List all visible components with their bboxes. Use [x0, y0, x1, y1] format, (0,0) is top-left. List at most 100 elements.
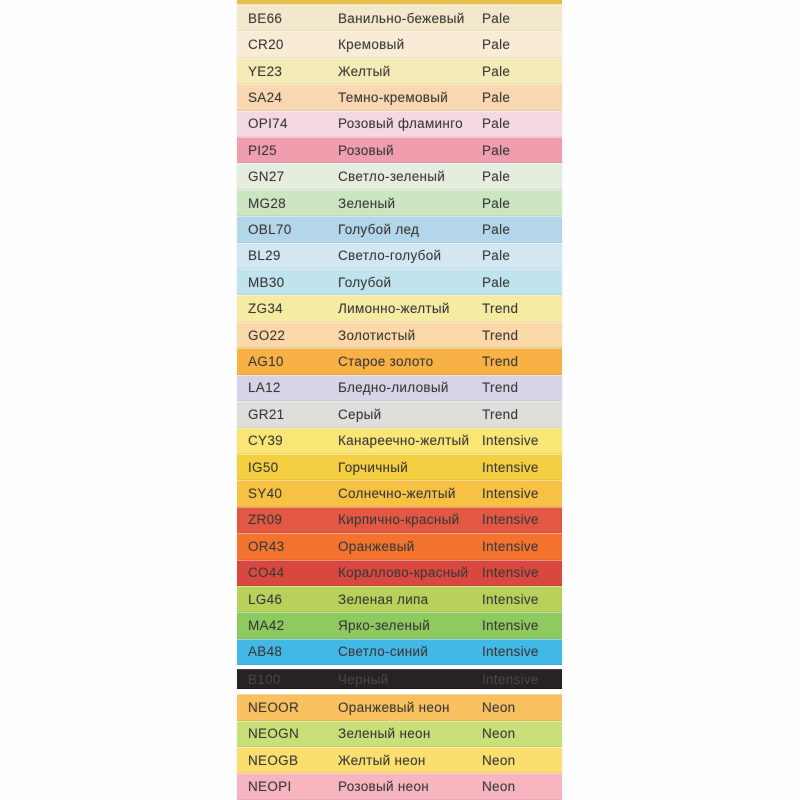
collection-category-label: Pale [482, 221, 511, 237]
color-code-label: YE23 [248, 63, 283, 79]
color-strip-row-ZR09: ZR09 Кирпично-красный Intensive [237, 506, 562, 534]
color-strip-row-LA12: LA12 Бледно-лиловый Trend [237, 374, 562, 402]
color-name-ru-label: Кирпично-красный [338, 512, 460, 528]
color-strip-row-AB48: AB48 Светло-синий Intensive [237, 638, 562, 666]
color-name-ru-label: Светло-голубой [338, 248, 442, 264]
color-strip-row-GN27: GN27 Светло-зеленый Pale [237, 163, 562, 190]
color-name-ru-label: Горчичный [338, 459, 409, 475]
color-code-label: MA42 [248, 618, 285, 634]
color-name-ru-label: Старое золото [338, 353, 434, 369]
color-name-ru-label: Зеленый неон [338, 726, 431, 742]
color-code-label: NEOGB [248, 752, 299, 768]
collection-category-label: Intensive [482, 512, 539, 528]
color-strip-row-NEOGN: NEOGN Зеленый неон Neon [237, 720, 562, 747]
color-name-ru-label: Кораллово-красный [338, 565, 469, 581]
color-name-ru-label: Кремовый [338, 37, 405, 53]
color-name-ru-label: Ванильно-бежевый [338, 10, 465, 26]
color-name-ru-label: Серый [338, 406, 382, 422]
color-code-label: B100 [248, 671, 281, 687]
color-code-label: MG28 [248, 195, 286, 211]
collection-category-label: Pale [482, 274, 511, 290]
color-name-ru-label: Солнечно-желтый [338, 486, 456, 502]
color-name-ru-label: Лимонно-желтый [338, 301, 450, 317]
color-strip-row-MB30: MB30 Голубой Pale [237, 269, 562, 296]
collection-category-label: Neon [482, 726, 516, 742]
collection-category-label: Pale [482, 248, 511, 264]
collection-category-label: Intensive [482, 538, 539, 554]
color-code-label: MB30 [248, 274, 285, 290]
collection-category-label: Intensive [482, 671, 539, 687]
color-code-label: OPI74 [248, 116, 288, 132]
color-name-ru-label: Светло-синий [338, 644, 429, 660]
color-code-label: CR20 [248, 37, 284, 53]
color-strip-row-SA24: SA24 Темно-кремовый Pale [237, 84, 562, 111]
color-strip-row-OR43: OR43 Оранжевый Intensive [237, 533, 562, 560]
color-strip-row-AG10: AG10 Старое золото Trend [237, 348, 562, 375]
color-name-ru-label: Бледно-лиловый [338, 380, 449, 396]
color-strip-row-PI25: PI25 Розовый Pale [237, 137, 562, 164]
color-name-ru-label: Оранжевый [338, 538, 415, 554]
color-name-ru-label: Голубой лед [338, 221, 420, 237]
color-code-label: PI25 [248, 142, 277, 158]
color-strip-row-BE66: BE66 Ванильно-бежевый Pale [237, 5, 562, 32]
color-code-label: AG10 [248, 353, 284, 369]
color-strip-row-LG46: LG46 Зеленая липа Intensive [237, 585, 562, 613]
color-code-label: GO22 [248, 327, 286, 343]
color-strip-row-OPI74: OPI74 Розовый фламинго Pale [237, 110, 562, 138]
color-name-ru-label: Светло-зеленый [338, 169, 446, 185]
color-strip-row-SY40: SY40 Солнечно-желтый Intensive [237, 480, 562, 507]
color-code-label: GR21 [248, 406, 285, 422]
color-code-label: OR43 [248, 538, 285, 554]
collection-category-label: Intensive [482, 644, 539, 660]
color-code-label: SA24 [248, 89, 283, 105]
color-strip-row-ZG34: ZG34 Лимонно-желтый Trend [237, 295, 562, 322]
color-code-label: NEOOR [248, 699, 300, 715]
color-strip-row-OBL70: OBL70 Голубой лед Pale [237, 216, 562, 243]
color-code-label: CO44 [248, 565, 285, 581]
collection-category-label: Trend [482, 301, 519, 317]
color-code-label: SY40 [248, 486, 283, 502]
collection-category-label: Neon [482, 699, 516, 715]
color-name-ru-label: Розовый неон [338, 779, 430, 795]
color-strip-row-NEOPI: NEOPI Розовый неон Neon [237, 773, 562, 800]
color-strip-row-CO44: CO44 Кораллово-красный Intensive [237, 559, 562, 586]
collection-category-label: Trend [482, 353, 519, 369]
color-name-ru-label: Темно-кремовый [338, 89, 449, 105]
collection-category-label: Trend [482, 406, 519, 422]
color-strip-row-MA42: MA42 Ярко-зеленый Intensive [237, 612, 562, 639]
color-strip-row-MG28: MG28 Зеленый Pale [237, 189, 562, 217]
color-code-label: BE66 [248, 10, 283, 26]
collection-category-label: Pale [482, 142, 511, 158]
color-strip-row-CR20: CR20 Кремовый Pale [237, 31, 562, 58]
color-name-ru-label: Оранжевый неон [338, 699, 450, 715]
top-partial-strip [237, 0, 562, 5]
collection-category-label: Neon [482, 779, 516, 795]
collection-category-label: Pale [482, 89, 511, 105]
collection-category-label: Intensive [482, 486, 539, 502]
color-name-ru-label: Желтый неон [338, 752, 426, 768]
collection-category-label: Intensive [482, 433, 539, 449]
color-name-ru-label: Голубой [338, 274, 392, 290]
collection-category-label: Pale [482, 195, 511, 211]
color-name-ru-label: Зеленый [338, 195, 396, 211]
color-code-label: AB48 [248, 644, 283, 660]
color-code-label: CY39 [248, 433, 283, 449]
color-strip-row-GO22: GO22 Золотистый Trend [237, 321, 562, 349]
color-code-label: OBL70 [248, 221, 292, 237]
collection-category-label: Neon [482, 752, 516, 768]
color-strip-row-NEOOR: NEOOR Оранжевый неон Neon [237, 694, 562, 721]
color-name-ru-label: Розовый фламинго [338, 116, 463, 132]
collection-category-label: Pale [482, 10, 511, 26]
color-code-label: ZR09 [248, 512, 283, 528]
color-name-ru-label: Зеленая липа [338, 591, 429, 607]
color-name-ru-label: Золотистый [338, 327, 416, 343]
color-code-label: ZG34 [248, 301, 283, 317]
collection-category-label: Pale [482, 169, 511, 185]
collection-category-label: Pale [482, 37, 511, 53]
color-code-label: LA12 [248, 380, 281, 396]
collection-category-label: Trend [482, 327, 519, 343]
collection-category-label: Intensive [482, 459, 539, 475]
color-name-ru-label: Желтый [338, 63, 391, 79]
color-name-ru-label: Черный [338, 671, 389, 687]
